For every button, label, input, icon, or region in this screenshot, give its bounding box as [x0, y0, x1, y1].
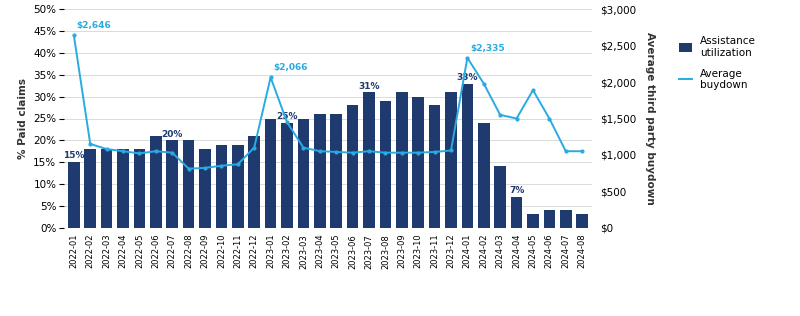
Bar [150, 136, 162, 228]
Bar [101, 149, 112, 228]
Bar [560, 210, 571, 228]
Y-axis label: Average third party buydown: Average third party buydown [646, 32, 655, 205]
Bar [429, 106, 440, 228]
Bar [527, 215, 538, 228]
Bar [544, 210, 555, 228]
Bar [314, 114, 326, 228]
Bar [249, 136, 260, 228]
Bar [199, 149, 210, 228]
Text: $2,335: $2,335 [470, 44, 505, 53]
Bar [298, 118, 309, 228]
Bar [118, 149, 129, 228]
Y-axis label: % Paid claims: % Paid claims [18, 78, 28, 159]
Bar [166, 140, 178, 228]
Text: 31%: 31% [358, 82, 380, 91]
Bar [216, 145, 227, 228]
Bar [68, 162, 79, 228]
Bar [134, 149, 145, 228]
Text: 33%: 33% [457, 73, 478, 82]
Bar [478, 123, 490, 228]
Bar [347, 106, 358, 228]
Text: $2,066: $2,066 [273, 63, 307, 72]
Text: 20%: 20% [162, 130, 183, 138]
Bar [511, 197, 522, 228]
Bar [363, 92, 374, 228]
Bar [462, 84, 473, 228]
Bar [265, 118, 276, 228]
Bar [577, 215, 588, 228]
Text: 25%: 25% [276, 112, 298, 121]
Bar [85, 149, 96, 228]
Bar [494, 167, 506, 228]
Bar [446, 92, 457, 228]
Bar [282, 123, 293, 228]
Bar [330, 114, 342, 228]
Text: 15%: 15% [63, 151, 85, 160]
Bar [380, 101, 391, 228]
Bar [232, 145, 243, 228]
Text: $2,646: $2,646 [76, 21, 111, 30]
Bar [396, 92, 407, 228]
Legend: Assistance
utilization, Average
buydown: Assistance utilization, Average buydown [679, 36, 756, 90]
Bar [183, 140, 194, 228]
Text: 7%: 7% [509, 186, 524, 195]
Bar [413, 97, 424, 228]
